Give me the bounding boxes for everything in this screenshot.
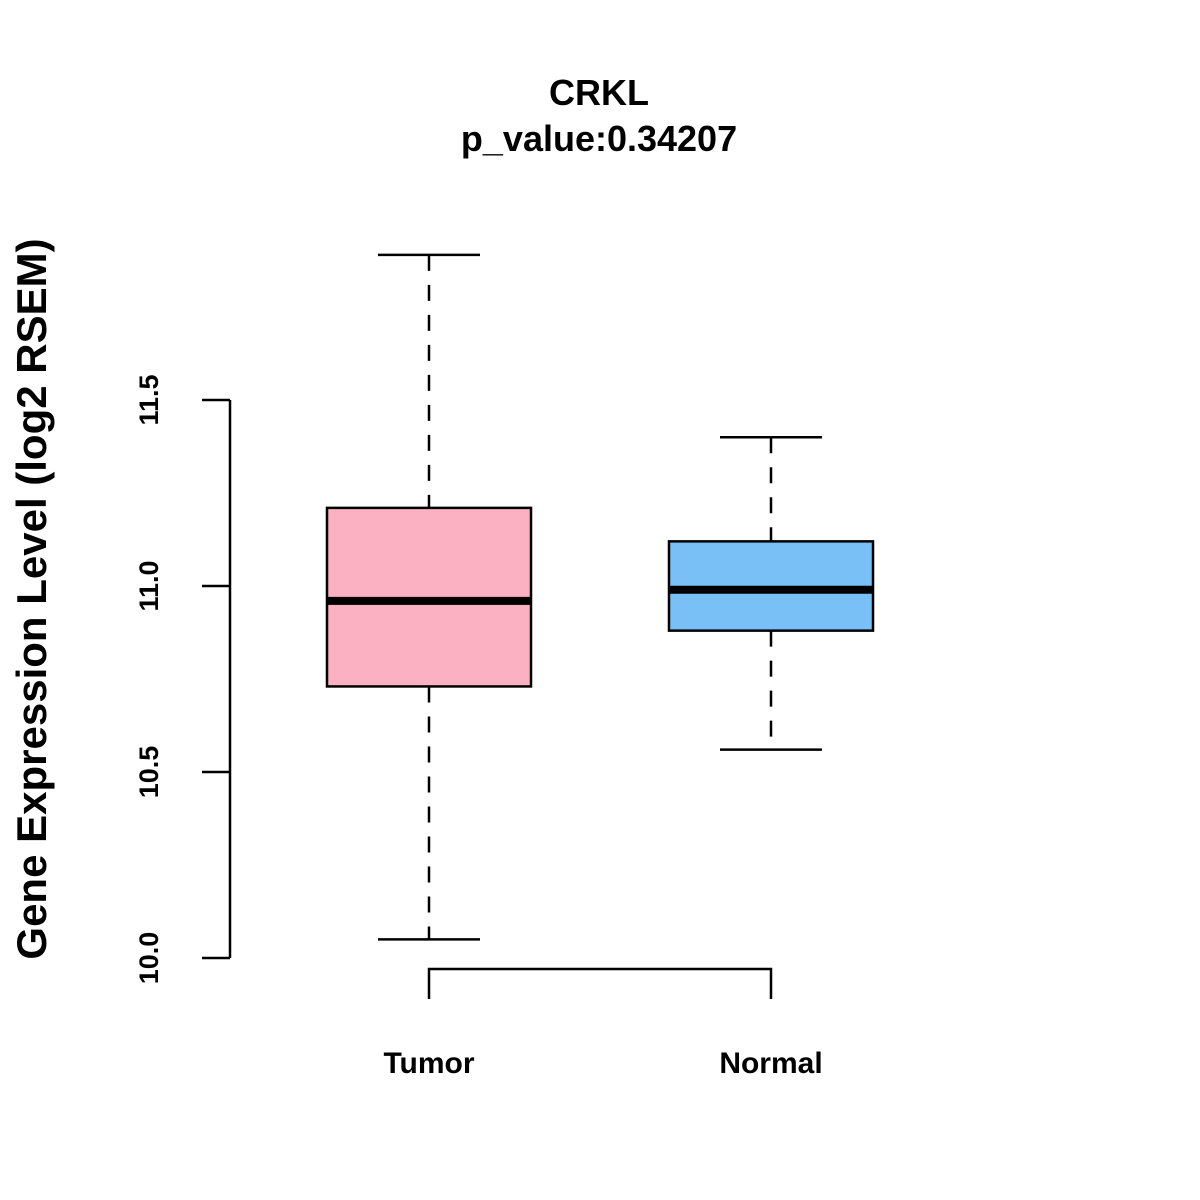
x-group-labels: Tumor Normal [383, 1047, 822, 1080]
x-label-tumor: Tumor [383, 1047, 474, 1080]
box-normal [667, 435, 875, 751]
x-label-normal: Normal [719, 1047, 822, 1080]
y-tick-label: 10.5 [134, 746, 164, 799]
chart-title: CRKL [549, 72, 649, 113]
p-value-subtitle: p_value:0.34207 [461, 118, 737, 159]
y-tick-label: 11.0 [134, 560, 164, 611]
box-series [325, 253, 875, 941]
box-tumor [325, 253, 533, 941]
bracket-line [427, 967, 773, 999]
comparison-bracket [427, 967, 773, 999]
y-axis-title: Gene Expression Level (log2 RSEM) [8, 238, 55, 959]
y-tick-label: 11.5 [134, 374, 164, 425]
y-tick-label: 10.0 [134, 932, 164, 985]
y-axis: 10.0 10.5 11.0 11.5 [134, 374, 232, 985]
